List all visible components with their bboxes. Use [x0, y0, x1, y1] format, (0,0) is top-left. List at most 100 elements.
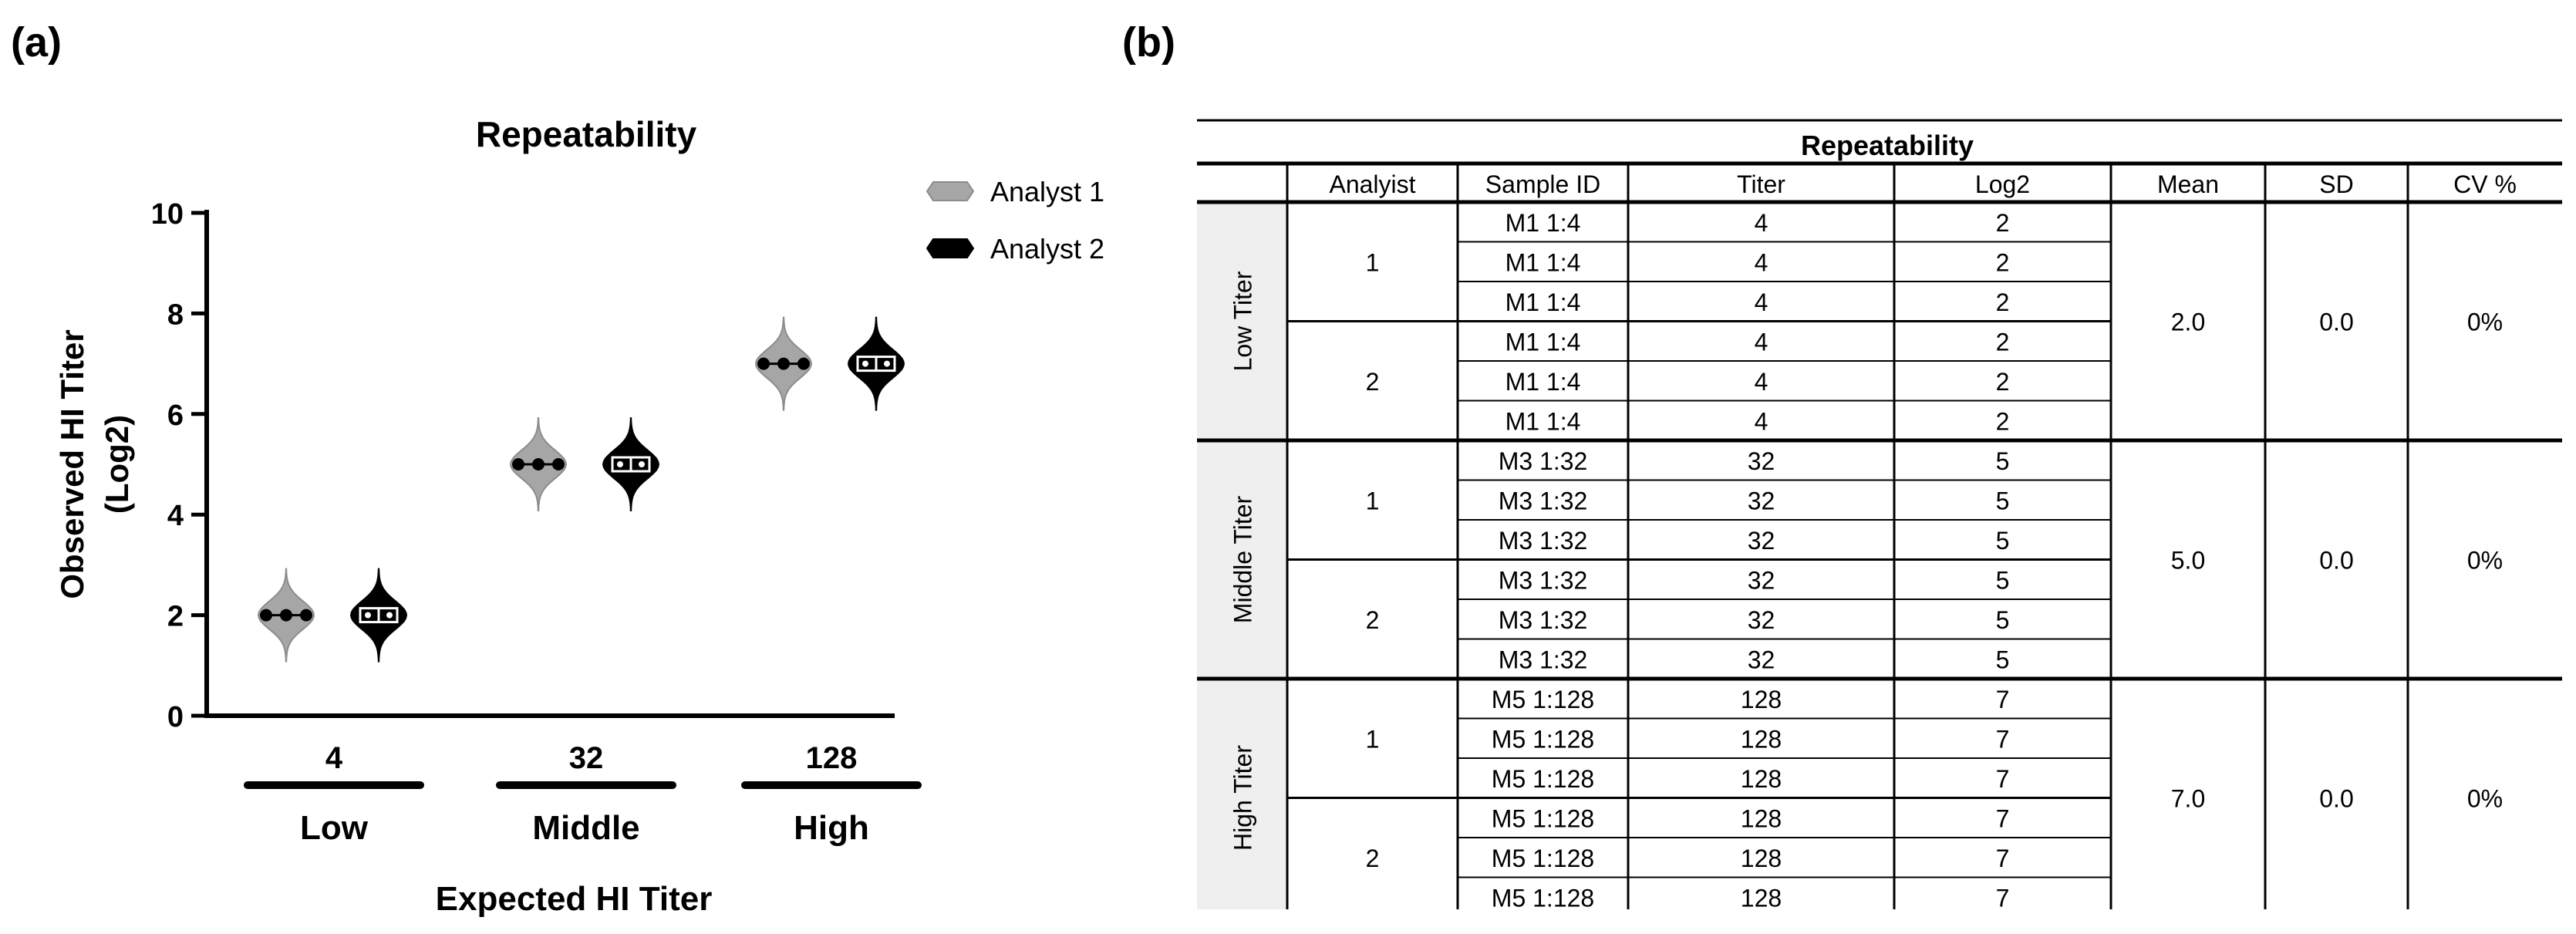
- sample-id-cell: M5 1:128: [1492, 845, 1594, 872]
- titer-cell: 4: [1755, 249, 1768, 277]
- log2-cell: 2: [1996, 288, 2010, 316]
- y-tick-label: 10: [151, 198, 184, 231]
- data-point: [552, 458, 565, 470]
- data-point: [280, 609, 292, 622]
- legend-swatch: [926, 238, 975, 258]
- column-header: Sample ID: [1485, 170, 1600, 198]
- log2-cell: 2: [1996, 209, 2010, 237]
- column-header: CV %: [2453, 170, 2517, 198]
- sample-id-cell: M1 1:4: [1505, 249, 1581, 277]
- analyst-cell: 1: [1366, 248, 1380, 276]
- panel-label-a: (a): [11, 19, 62, 66]
- data-point: [862, 360, 868, 367]
- titer-cell: 128: [1741, 686, 1782, 713]
- data-point: [617, 461, 623, 467]
- cv-cell: 0%: [2467, 309, 2503, 336]
- group-label-cell: [1197, 679, 1287, 909]
- sample-id-cell: M1 1:4: [1505, 408, 1581, 436]
- analyst-cell: 2: [1366, 845, 1380, 872]
- log2-cell: 7: [1996, 765, 2010, 793]
- titer-cell: 32: [1748, 606, 1775, 634]
- data-point: [639, 461, 645, 467]
- data-point: [797, 357, 810, 370]
- sample-id-cell: M3 1:32: [1499, 527, 1588, 555]
- x-axis-label: Expected HI Titer: [436, 880, 713, 918]
- repeatability-table: Repeatability Analyist Sample ID Titer Log2 M…: [1197, 119, 2562, 909]
- titer-cell: 128: [1741, 765, 1782, 793]
- group-label: High: [794, 809, 869, 847]
- sd-cell: 0.0: [2319, 547, 2353, 575]
- log2-cell: 7: [1996, 726, 2010, 754]
- log2-cell: 7: [1996, 805, 2010, 833]
- sd-cell: 0.0: [2319, 785, 2353, 813]
- titer-cell: 32: [1748, 567, 1775, 595]
- y-axis-label-line2: (Log2): [99, 415, 135, 514]
- group-label: Low: [300, 809, 369, 847]
- titer-cell: 4: [1755, 288, 1768, 316]
- analyst-cell: 2: [1366, 368, 1380, 396]
- table-title: Repeatability: [1801, 130, 1974, 161]
- sample-id-cell: M5 1:128: [1492, 726, 1594, 754]
- titer-cell: 32: [1748, 447, 1775, 475]
- log2-cell: 5: [1996, 487, 2010, 515]
- analyst-cell: 1: [1366, 725, 1380, 753]
- column-header: SD: [2319, 170, 2353, 198]
- sample-id-cell: M3 1:32: [1499, 567, 1588, 595]
- log2-cell: 7: [1996, 686, 2010, 713]
- x-tick-label: 32: [569, 741, 604, 775]
- y-tick-label: 2: [167, 601, 184, 633]
- sample-id-cell: M1 1:4: [1505, 288, 1581, 316]
- analyst-cell: 2: [1366, 606, 1380, 634]
- titer-cell: 4: [1755, 368, 1768, 396]
- violin-chart: Repeatability Observed HI Titer (Log2) 0 2 4 6…: [54, 114, 1104, 918]
- x-tick-label: 128: [806, 741, 858, 775]
- data-point: [532, 458, 545, 470]
- sample-id-cell: M5 1:128: [1492, 686, 1594, 713]
- column-header: Titer: [1737, 170, 1785, 198]
- column-header: Mean: [2157, 170, 2219, 198]
- legend-label: Analyst 1: [990, 176, 1104, 207]
- sample-id-cell: M3 1:32: [1499, 447, 1588, 475]
- log2-cell: 5: [1996, 567, 2010, 595]
- log2-cell: 5: [1996, 646, 2010, 674]
- data-point: [365, 612, 371, 619]
- mean-cell: 2.0: [2171, 309, 2205, 336]
- titer-cell: 32: [1748, 646, 1775, 674]
- sample-id-cell: M1 1:4: [1505, 368, 1581, 396]
- sample-id-cell: M3 1:32: [1499, 606, 1588, 634]
- cv-cell: 0%: [2467, 785, 2503, 813]
- sample-id-cell: M5 1:128: [1492, 885, 1594, 910]
- data-point: [260, 609, 272, 622]
- legend-label: Analyst 2: [990, 233, 1104, 265]
- sample-id-cell: M1 1:4: [1505, 329, 1581, 356]
- y-axis-label: Observed HI Titer (Log2): [54, 329, 135, 599]
- titer-cell: 128: [1741, 885, 1782, 910]
- data-point: [386, 612, 393, 619]
- chart-title: Repeatability: [476, 114, 697, 154]
- sd-cell: 0.0: [2319, 309, 2353, 336]
- mean-cell: 5.0: [2171, 547, 2205, 575]
- panel-label-b: (b): [1122, 19, 1175, 66]
- log2-cell: 2: [1996, 368, 2010, 396]
- data-point: [300, 609, 312, 622]
- sample-id-cell: M5 1:128: [1492, 765, 1594, 793]
- y-tick-label: 6: [167, 400, 184, 432]
- titer-cell: 32: [1748, 487, 1775, 515]
- sample-id-cell: M5 1:128: [1492, 805, 1594, 833]
- titer-cell: 128: [1741, 805, 1782, 833]
- group-label-cell: [1197, 202, 1287, 440]
- cv-cell: 0%: [2467, 547, 2503, 575]
- data-point: [884, 360, 890, 367]
- data-point: [512, 458, 524, 470]
- x-tick-label: 4: [325, 741, 343, 775]
- group-label-cell: [1197, 440, 1287, 679]
- titer-cell: 128: [1741, 726, 1782, 754]
- titer-cell: 4: [1755, 209, 1768, 237]
- y-tick-label: 8: [167, 298, 184, 331]
- group-label: Middle: [532, 809, 639, 847]
- y-axis-label-line1: Observed HI Titer: [54, 329, 90, 599]
- log2-cell: 2: [1996, 408, 2010, 436]
- sample-id-cell: M3 1:32: [1499, 487, 1588, 515]
- titer-cell: 32: [1748, 527, 1775, 555]
- sample-id-cell: M3 1:32: [1499, 646, 1588, 674]
